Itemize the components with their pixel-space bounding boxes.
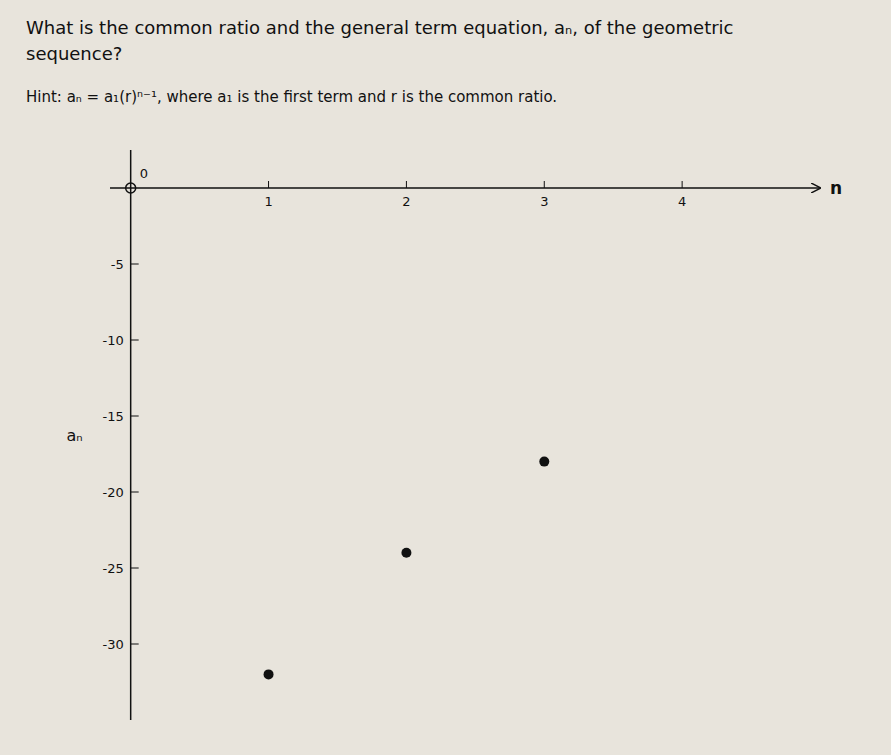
hint: Hint: aₙ = a₁(r)ⁿ⁻¹, where a₁ is the fir…: [26, 88, 557, 106]
x-tick-label: 1: [264, 194, 272, 209]
point: [264, 669, 274, 679]
point: [539, 457, 549, 467]
title: What is the common ratio and the general…: [26, 17, 734, 38]
y-tick: [131, 492, 139, 493]
y-axis-label: aₙ: [66, 426, 82, 445]
x-axis-label: n: [830, 178, 842, 198]
y-tick: [131, 264, 139, 265]
point: [401, 548, 411, 558]
annotation: 0: [140, 166, 148, 181]
y-tick: [131, 416, 139, 417]
x-tick: [268, 181, 269, 188]
y-tick-label: -20: [102, 485, 123, 500]
y-tick-label: -30: [102, 637, 123, 652]
x-tick-label: 3: [540, 194, 548, 209]
open-point: [126, 183, 136, 193]
background: [0, 0, 891, 755]
y-axis: [130, 150, 132, 720]
y-tick: [131, 340, 139, 341]
y-tick-label: -25: [102, 561, 123, 576]
x-tick: [682, 181, 683, 188]
x-axis: [110, 187, 820, 189]
y-tick-label: -10: [102, 333, 123, 348]
title: sequence?: [26, 43, 122, 64]
y-tick: [131, 568, 139, 569]
y-tick-label: -5: [111, 257, 124, 272]
x-tick-label: 2: [402, 194, 410, 209]
points: [126, 183, 550, 679]
x-tick-label: 4: [678, 194, 686, 209]
x-tick: [544, 181, 545, 188]
y-tick: [131, 644, 139, 645]
y-tick-label: -15: [102, 409, 123, 424]
x-tick: [406, 181, 407, 188]
